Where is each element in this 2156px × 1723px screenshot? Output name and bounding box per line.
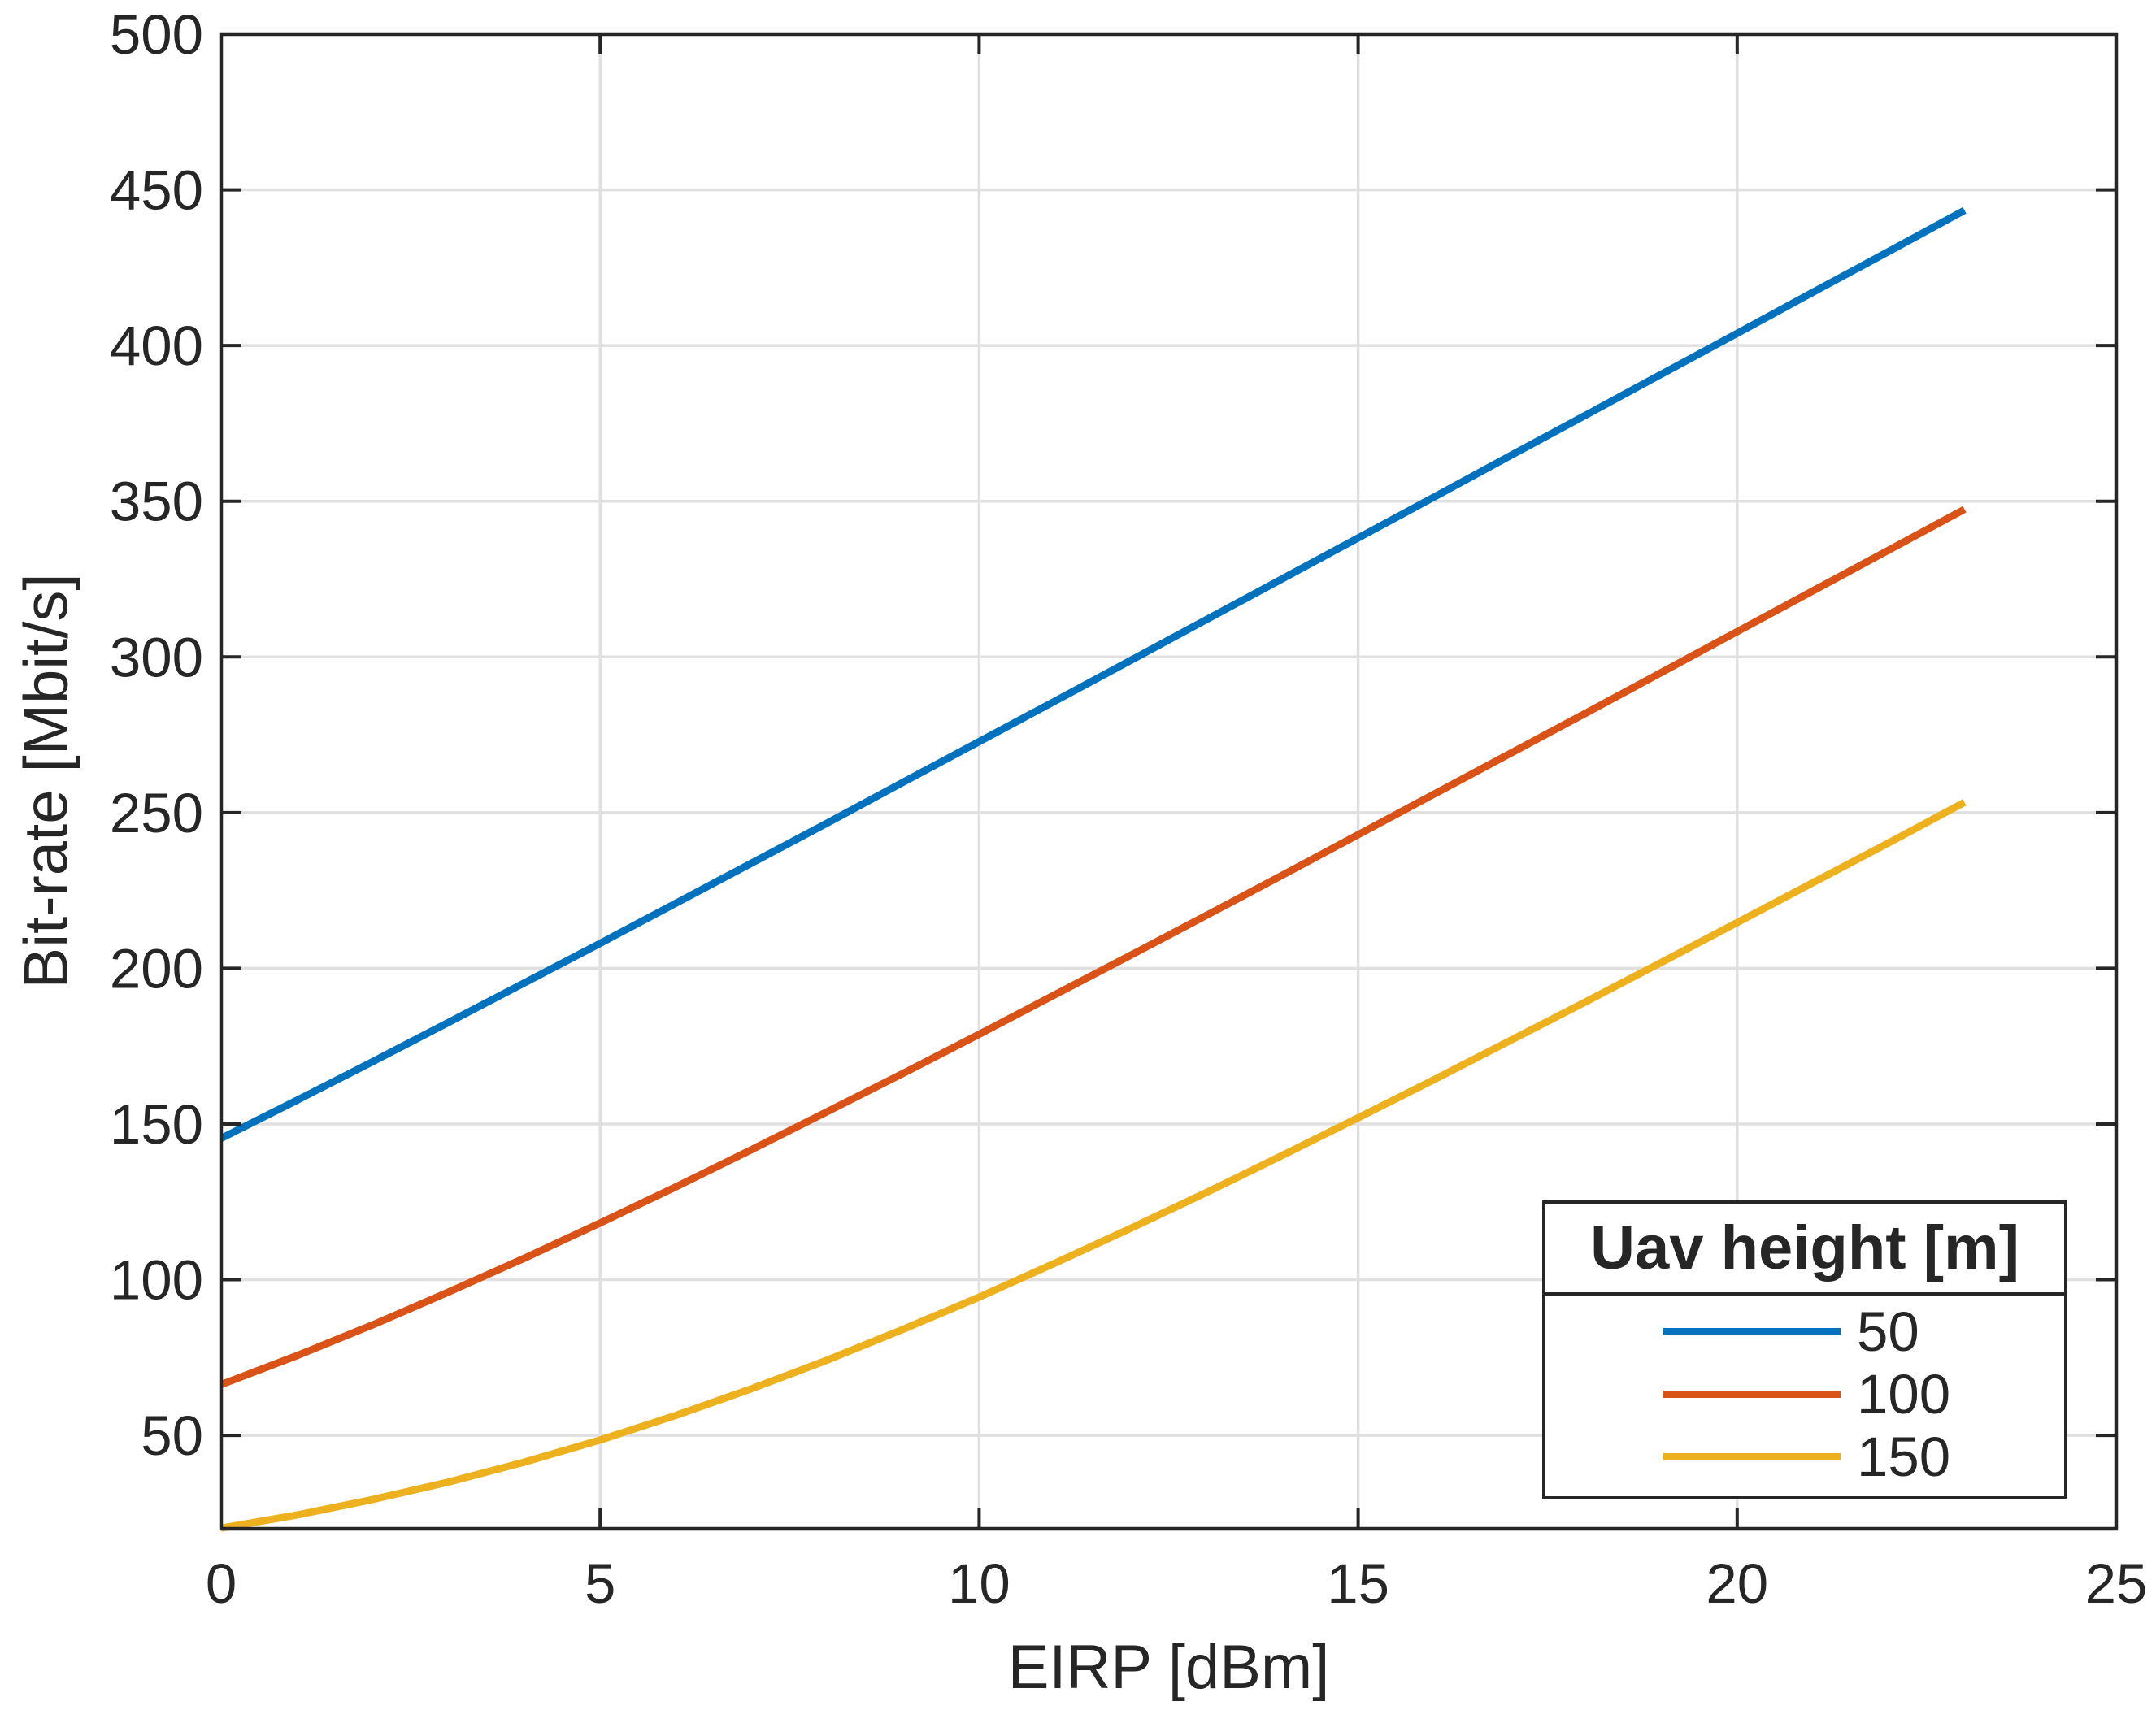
- y-tick-label: 50: [141, 1404, 203, 1467]
- legend-title: Uav height [m]: [1545, 1204, 2064, 1296]
- x-tick-label: 10: [948, 1552, 1011, 1615]
- legend: Uav height [m] 50 100 150: [1542, 1200, 2067, 1499]
- x-tick-label: 0: [206, 1552, 237, 1615]
- x-tick-label: 15: [1327, 1552, 1389, 1615]
- legend-entry: 100: [1545, 1363, 2064, 1426]
- x-tick-label: 25: [2085, 1552, 2148, 1615]
- legend-swatch: [1663, 1453, 1841, 1460]
- x-axis-label: EIRP [dBm]: [1007, 1633, 1330, 1702]
- series-line-150: [220, 799, 1967, 1532]
- y-tick-label: 200: [110, 937, 203, 1000]
- series-line-100: [220, 506, 1967, 1388]
- x-tick-label: 5: [585, 1552, 615, 1615]
- y-tick-label: 150: [110, 1093, 203, 1156]
- legend-entry: 150: [1545, 1426, 2064, 1488]
- legend-swatch: [1663, 1328, 1841, 1335]
- y-tick-label: 400: [110, 315, 203, 377]
- y-tick-label: 350: [110, 471, 203, 533]
- legend-swatch: [1663, 1391, 1841, 1398]
- y-tick-label: 100: [110, 1249, 203, 1312]
- x-tick-label: 20: [1706, 1552, 1768, 1615]
- legend-entry-label: 50: [1857, 1300, 1919, 1363]
- legend-entry: 50: [1545, 1300, 2064, 1363]
- axes-box: [219, 32, 2119, 1531]
- y-tick-label: 300: [110, 626, 203, 688]
- legend-entries: 50 100 150: [1545, 1296, 2064, 1496]
- y-tick-label: 450: [110, 159, 203, 222]
- y-tick-label: 500: [110, 3, 203, 66]
- series-line-50: [219, 206, 1967, 1142]
- y-axis-label: Bit-rate [Mbit/s]: [11, 573, 81, 989]
- legend-entry-label: 100: [1857, 1363, 1951, 1426]
- legend-entry-label: 150: [1857, 1426, 1951, 1488]
- y-tick-label: 250: [110, 782, 203, 844]
